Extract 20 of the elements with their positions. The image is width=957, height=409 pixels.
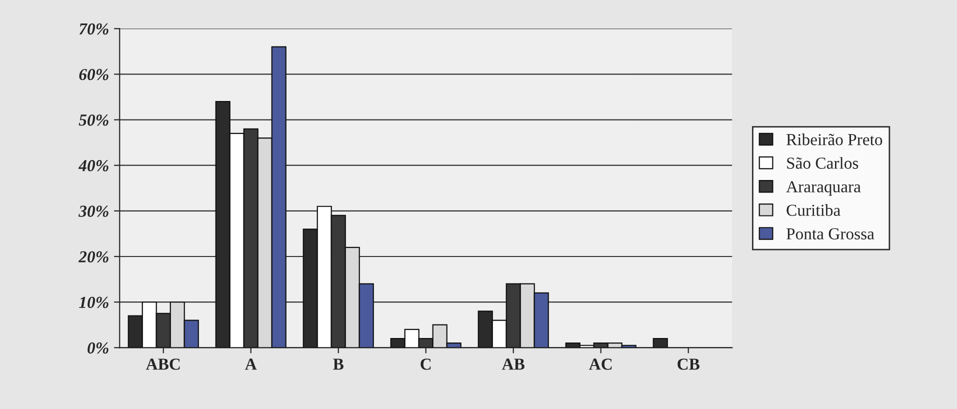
legend-label: Ribeirão Preto xyxy=(786,134,882,146)
legend-label: São Carlos xyxy=(787,157,858,169)
y-tick-label: 10% xyxy=(79,296,108,308)
x-tick-label: AB xyxy=(502,358,524,370)
y-tick-label: 60% xyxy=(79,68,108,80)
y-tick-label: 70% xyxy=(79,23,108,35)
y-tick-label: 40% xyxy=(78,160,108,172)
x-tick-label: ABC xyxy=(146,358,180,370)
x-tick-label: A xyxy=(245,358,257,370)
x-tick-label: C xyxy=(420,358,431,370)
x-tick-label: AC xyxy=(588,358,612,370)
legend-label: Ponta Grossa xyxy=(786,228,874,240)
y-tick-label: 0% xyxy=(88,342,108,354)
y-tick-label: 20% xyxy=(78,251,108,263)
x-tick-label: CB xyxy=(678,358,700,370)
x-tick-label: B xyxy=(333,358,344,370)
legend-label: Araraquara xyxy=(786,181,861,196)
legend-label: Curitiba xyxy=(786,204,840,216)
y-tick-label: 50% xyxy=(78,114,108,126)
y-tick-label: 30% xyxy=(78,206,108,217)
